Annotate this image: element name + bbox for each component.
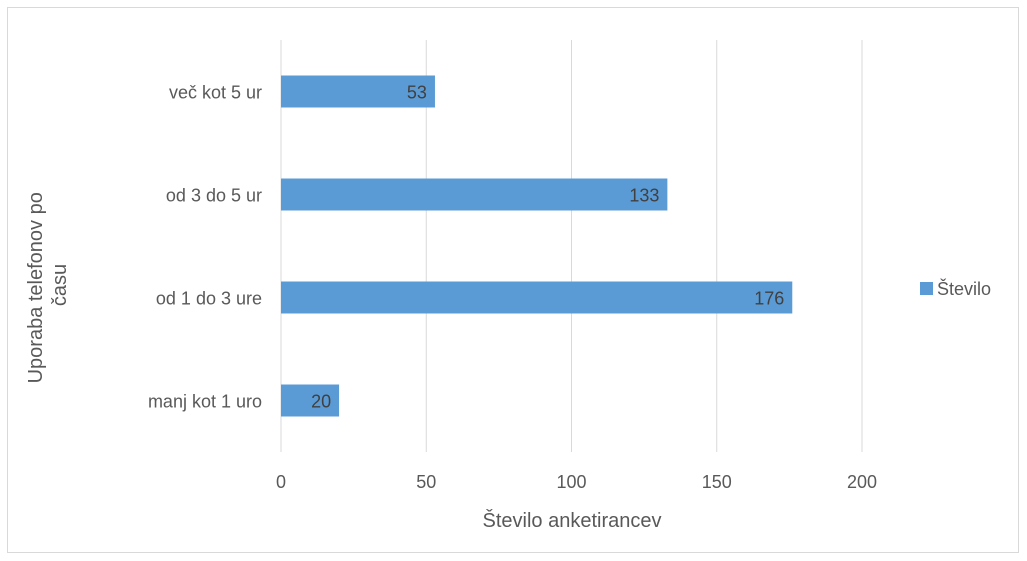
legend-label: Število [937,278,991,299]
y-axis-title-line-2: času [49,264,71,306]
x-tick-label: 200 [847,472,877,492]
legend: Število [920,278,991,299]
grid-lines [280,40,863,452]
bar [281,384,340,417]
bar [281,281,793,314]
category-label: od 1 do 3 ure [156,289,262,309]
bars: 20 176 133 53 [281,75,793,417]
category-labels: manj kot 1 uro od 1 do 3 ure od 3 do 5 ur v… [148,83,262,412]
category-label: več kot 5 ur [169,83,262,103]
x-tick-labels: 0 50 100 150 200 [276,472,877,492]
x-tick-label: 50 [416,472,436,492]
y-axis-title: Uporaba telefonov po času [25,187,71,384]
y-axis-title-line-1: Uporaba telefonov po [25,192,47,383]
data-label: 133 [629,186,659,206]
data-label: 53 [407,83,427,103]
category-label: manj kot 1 uro [148,392,262,412]
chart-frame [7,7,1019,553]
data-label: 20 [311,392,331,412]
x-tick-label: 100 [556,472,586,492]
bar [281,75,435,108]
data-label: 176 [754,289,784,309]
x-tick-label: 0 [276,472,286,492]
x-axis-title: Število anketirancev [483,509,662,532]
bar [281,178,668,211]
x-tick-label: 150 [702,472,732,492]
legend-swatch [920,282,933,295]
category-label: od 3 do 5 ur [166,186,262,206]
